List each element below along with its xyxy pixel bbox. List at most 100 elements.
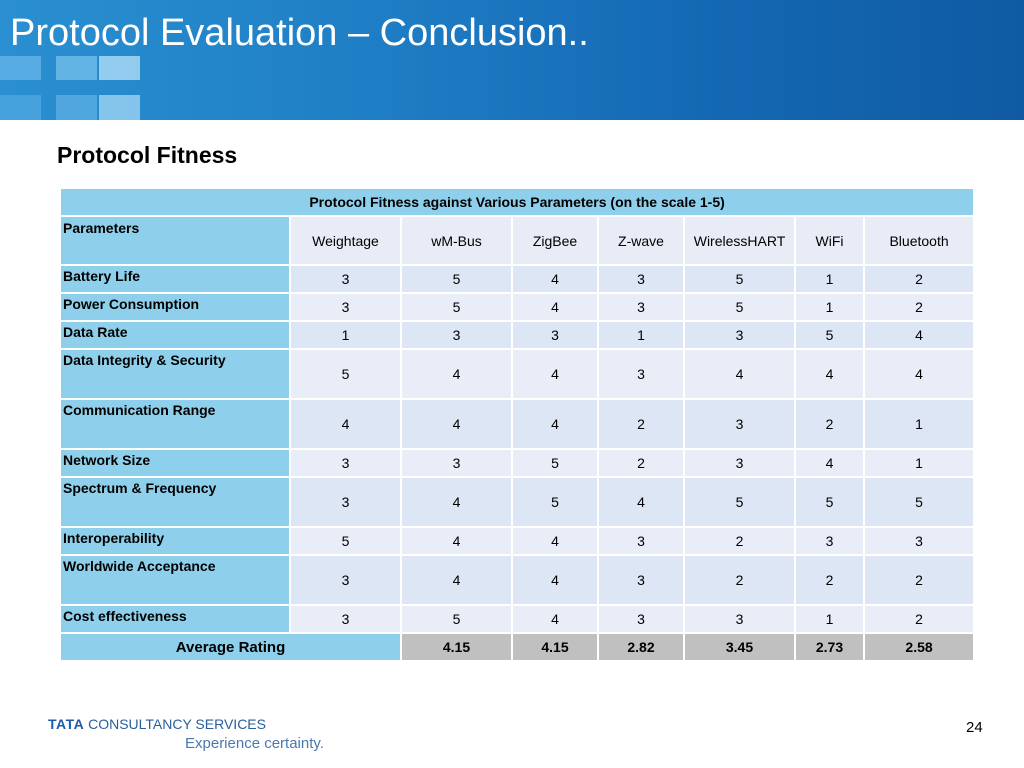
score-cell: 3 <box>289 448 402 478</box>
score-cell: 1 <box>794 264 865 294</box>
table-row: Worldwide Acceptance 3 4 4 3 2 2 2 <box>59 554 976 606</box>
score-cell: 5 <box>862 476 976 528</box>
table-row: Power Consumption 3 5 4 3 5 1 2 <box>59 292 976 322</box>
score-cell: 1 <box>794 604 865 634</box>
average-cell: 2.58 <box>862 632 976 662</box>
table-row: Network Size 3 3 5 2 3 4 1 <box>59 448 976 478</box>
score-cell: 5 <box>400 292 513 322</box>
score-cell: 2 <box>794 554 865 606</box>
score-cell: 5 <box>289 348 402 400</box>
table-row: Interoperability 5 4 4 3 2 3 3 <box>59 526 976 556</box>
table-body: Protocol Fitness against Various Paramet… <box>58 187 976 662</box>
brand-consultancy: CONSULTANCY SERVICES <box>88 716 266 732</box>
score-cell: 3 <box>683 604 796 634</box>
score-cell: 5 <box>794 476 865 528</box>
score-cell: 4 <box>511 348 599 400</box>
row-label: Battery Life <box>59 264 291 294</box>
decor-square <box>0 95 41 120</box>
score-cell: 3 <box>289 554 402 606</box>
brand-name: TATA CONSULTANCY SERVICES <box>48 716 266 732</box>
score-cell: 4 <box>511 264 599 294</box>
score-cell: 5 <box>683 264 796 294</box>
score-cell: 3 <box>400 320 513 350</box>
score-cell: 4 <box>794 448 865 478</box>
score-cell: 2 <box>794 398 865 450</box>
average-cell: 2.82 <box>597 632 685 662</box>
score-cell: 4 <box>511 526 599 556</box>
title-banner: Protocol Evaluation – Conclusion.. <box>0 0 1024 120</box>
average-row: Average Rating 4.15 4.15 2.82 3.45 2.73 2.58 <box>59 632 976 662</box>
score-cell: 1 <box>862 448 976 478</box>
score-cell: 4 <box>862 320 976 350</box>
score-cell: 5 <box>289 526 402 556</box>
row-label: Data Rate <box>59 320 291 350</box>
score-cell: 3 <box>597 604 685 634</box>
score-cell: 5 <box>400 604 513 634</box>
column-header: Bluetooth <box>862 215 976 266</box>
score-cell: 2 <box>683 526 796 556</box>
row-label: Interoperability <box>59 526 291 556</box>
table-row: Data Integrity & Security 5 4 4 3 4 4 4 <box>59 348 976 400</box>
score-cell: 2 <box>683 554 796 606</box>
score-cell: 3 <box>597 526 685 556</box>
decor-square <box>0 56 41 80</box>
average-cell: 4.15 <box>511 632 599 662</box>
score-cell: 3 <box>597 348 685 400</box>
table-row: Data Rate 1 3 3 1 3 5 4 <box>59 320 976 350</box>
score-cell: 4 <box>794 348 865 400</box>
column-header: Weightage <box>289 215 402 266</box>
score-cell: 2 <box>597 398 685 450</box>
row-label: Communication Range <box>59 398 291 450</box>
decor-square <box>56 56 97 80</box>
slide-title: Protocol Evaluation – Conclusion.. <box>10 12 589 54</box>
table-caption: Protocol Fitness against Various Paramet… <box>58 187 976 217</box>
score-cell: 3 <box>597 264 685 294</box>
score-cell: 5 <box>511 476 599 528</box>
score-cell: 1 <box>597 320 685 350</box>
brand-tata: TATA <box>48 716 84 732</box>
score-cell: 3 <box>400 448 513 478</box>
table-row: Spectrum & Frequency 3 4 5 4 5 5 5 <box>59 476 976 528</box>
column-header: WirelessHART <box>683 215 796 266</box>
brand-tagline: Experience certainty. <box>185 735 324 752</box>
score-cell: 2 <box>862 292 976 322</box>
score-cell: 2 <box>862 264 976 294</box>
score-cell: 1 <box>862 398 976 450</box>
score-cell: 3 <box>597 554 685 606</box>
column-header: WiFi <box>794 215 865 266</box>
decor-square <box>56 95 97 120</box>
protocol-fitness-table: Protocol Fitness against Various Paramet… <box>58 187 976 662</box>
score-cell: 5 <box>794 320 865 350</box>
score-cell: 3 <box>289 292 402 322</box>
score-cell: 3 <box>862 526 976 556</box>
table-row: Battery Life 3 5 4 3 5 1 2 <box>59 264 976 294</box>
score-cell: 4 <box>511 554 599 606</box>
average-label: Average Rating <box>59 632 402 662</box>
score-cell: 4 <box>862 348 976 400</box>
column-header: wM-Bus <box>400 215 513 266</box>
average-cell: 3.45 <box>683 632 796 662</box>
score-cell: 5 <box>683 476 796 528</box>
column-header: Z-wave <box>597 215 685 266</box>
score-cell: 3 <box>683 320 796 350</box>
score-cell: 3 <box>289 604 402 634</box>
row-label: Worldwide Acceptance <box>59 554 291 606</box>
table-row: Cost effectiveness 3 5 4 3 3 1 2 <box>59 604 976 634</box>
score-cell: 3 <box>794 526 865 556</box>
score-cell: 2 <box>862 604 976 634</box>
score-cell: 4 <box>683 348 796 400</box>
score-cell: 4 <box>400 348 513 400</box>
row-label: Network Size <box>59 448 291 478</box>
row-label: Cost effectiveness <box>59 604 291 634</box>
column-header: ZigBee <box>511 215 599 266</box>
parameters-header: Parameters <box>59 215 291 266</box>
page-number: 24 <box>966 719 983 736</box>
score-cell: 4 <box>400 554 513 606</box>
row-label: Spectrum & Frequency <box>59 476 291 528</box>
header-row: Parameters Weightage wM-Bus ZigBee Z-wav… <box>59 215 976 266</box>
row-label: Data Integrity & Security <box>59 348 291 400</box>
score-cell: 5 <box>683 292 796 322</box>
score-cell: 3 <box>289 476 402 528</box>
section-heading: Protocol Fitness <box>57 142 238 168</box>
score-cell: 3 <box>683 398 796 450</box>
